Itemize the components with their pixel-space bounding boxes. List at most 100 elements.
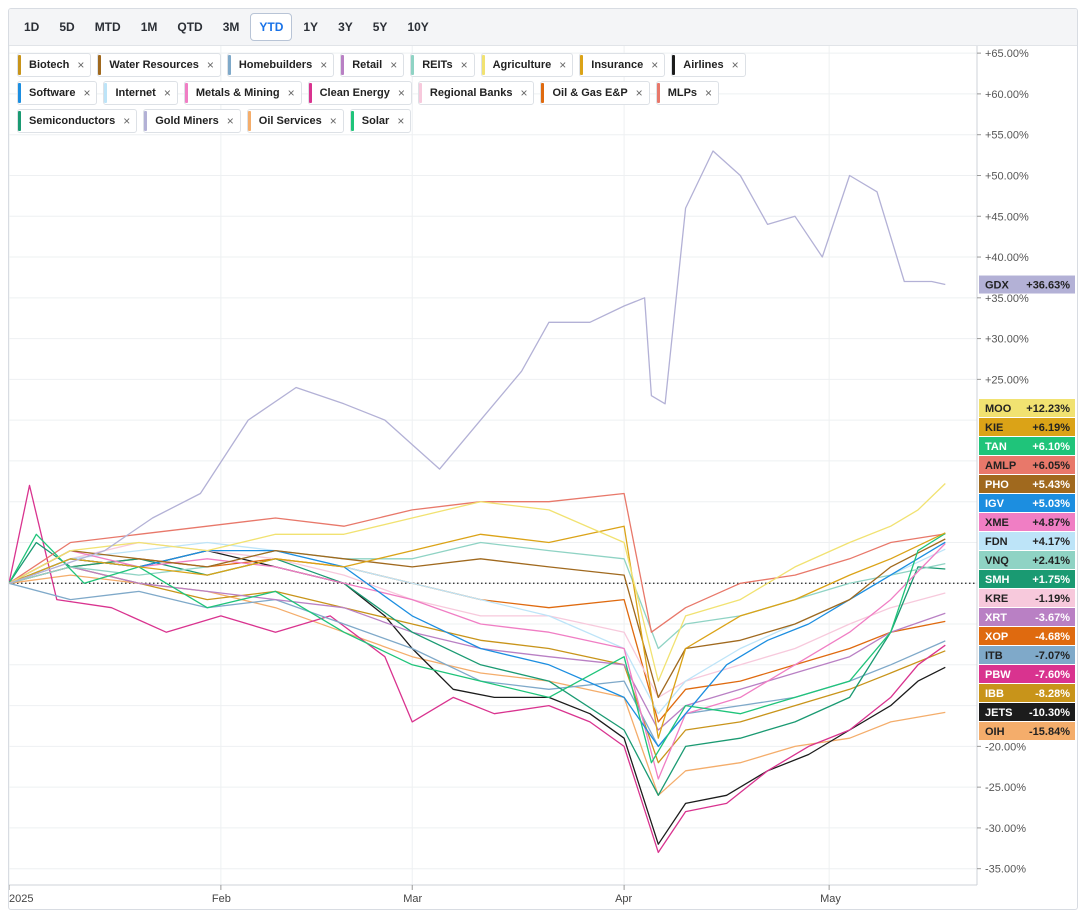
period-button-1m[interactable]: 1M xyxy=(140,20,158,34)
legend-chip-solar[interactable]: Solar × xyxy=(349,109,412,133)
close-icon[interactable]: × xyxy=(77,58,85,72)
legend: Biotech × Water Resources × Homebuilders × Ret… xyxy=(17,53,797,137)
legend-chip-insurance[interactable]: Insurance × xyxy=(579,53,666,77)
legend-chip-oil-services[interactable]: Oil Services × xyxy=(246,109,344,133)
period-button-10y[interactable]: 10Y xyxy=(407,20,429,34)
legend-label: Homebuilders xyxy=(238,59,313,71)
series-line-pbw xyxy=(9,484,946,854)
period-button-mtd[interactable]: MTD xyxy=(94,20,121,34)
period-button-1y[interactable]: 1Y xyxy=(303,20,319,34)
y-tick-label: +55.00% xyxy=(985,130,1029,142)
close-icon[interactable]: × xyxy=(731,58,739,72)
period-button-ytd[interactable]: YTD xyxy=(250,13,293,41)
series-line-pho xyxy=(9,538,946,699)
close-icon[interactable]: × xyxy=(705,86,713,100)
close-icon[interactable]: × xyxy=(287,86,295,100)
close-icon[interactable]: × xyxy=(520,86,528,100)
value-badge-oih: OIH -15.84% xyxy=(979,722,1075,740)
badge-value: +5.43% xyxy=(1032,479,1070,491)
legend-chip-gold-miners[interactable]: Gold Miners × xyxy=(143,109,241,133)
period-button-5d[interactable]: 5D xyxy=(59,20,75,34)
badge-value: -4.68% xyxy=(1035,631,1070,643)
legend-chip-biotech[interactable]: Biotech × xyxy=(17,53,92,77)
close-icon[interactable]: × xyxy=(390,58,398,72)
badge-value: +6.10% xyxy=(1032,441,1070,453)
legend-chip-retail[interactable]: Retail × xyxy=(340,53,405,77)
close-icon[interactable]: × xyxy=(226,114,234,128)
legend-row: Software × Internet × Metals & Mining × Clean … xyxy=(17,81,797,105)
y-tick-label: +25.00% xyxy=(985,374,1029,386)
period-button-1d[interactable]: 1D xyxy=(24,20,40,34)
y-tick-label: -35.00% xyxy=(985,864,1026,876)
legend-swatch xyxy=(656,83,660,103)
legend-label: Oil & Gas E&P xyxy=(552,87,628,99)
close-icon[interactable]: × xyxy=(123,114,131,128)
x-tick-label: Mar xyxy=(403,893,422,905)
legend-chip-software[interactable]: Software × xyxy=(17,81,98,105)
close-icon[interactable]: × xyxy=(329,114,337,128)
badge-value: -15.84% xyxy=(1029,726,1070,738)
badge-ticker: OIH xyxy=(985,726,1005,738)
legend-chip-oil-gas-e-p[interactable]: Oil & Gas E&P × xyxy=(540,81,650,105)
legend-chip-homebuilders[interactable]: Homebuilders × xyxy=(226,53,335,77)
close-icon[interactable]: × xyxy=(397,114,405,128)
chart-panel: +65.00% +60.00% +55.00% +50.00% +45.00% +40.0… xyxy=(8,8,1078,910)
legend-swatch xyxy=(184,83,188,103)
badge-ticker: XME xyxy=(985,517,1009,529)
legend-swatch xyxy=(98,55,102,75)
x-tick-label: Feb xyxy=(212,893,231,905)
badge-ticker: XOP xyxy=(985,631,1008,643)
badge-ticker: XRT xyxy=(985,612,1007,624)
period-button-3m[interactable]: 3M xyxy=(222,20,240,34)
badge-value: +36.63% xyxy=(1026,280,1070,292)
legend-label: Agriculture xyxy=(492,59,552,71)
value-badge-bg xyxy=(979,513,1075,531)
legend-chip-reits[interactable]: REITs × xyxy=(410,53,475,77)
legend-chip-mlps[interactable]: MLPs × xyxy=(655,81,720,105)
legend-swatch xyxy=(580,55,584,75)
legend-chip-regional-banks[interactable]: Regional Banks × xyxy=(417,81,535,105)
close-icon[interactable]: × xyxy=(320,58,328,72)
close-icon[interactable]: × xyxy=(460,58,468,72)
value-badge-kie: KIE +6.19% xyxy=(979,418,1075,436)
badge-ticker: AMLP xyxy=(985,460,1016,472)
legend-chip-internet[interactable]: Internet × xyxy=(103,81,178,105)
period-toolbar: 1D 5D MTD 1M QTD 3M YTD 1Y 3Y 5Y 10Y xyxy=(9,9,1077,46)
close-icon[interactable]: × xyxy=(163,86,171,100)
x-tick-label: May xyxy=(820,893,841,905)
legend-chip-airlines[interactable]: Airlines × xyxy=(671,53,746,77)
close-icon[interactable]: × xyxy=(635,86,643,100)
legend-chip-metals-mining[interactable]: Metals & Mining × xyxy=(183,81,302,105)
close-icon[interactable]: × xyxy=(206,58,214,72)
value-badge-igv: IGV +5.03% xyxy=(979,494,1075,512)
close-icon[interactable]: × xyxy=(83,86,91,100)
value-badge-bg xyxy=(979,608,1075,626)
close-icon[interactable]: × xyxy=(559,58,567,72)
value-badge-bg xyxy=(979,684,1075,702)
value-badge-itb: ITB -7.07% xyxy=(979,646,1075,664)
badge-ticker: FDN xyxy=(985,536,1008,548)
legend-chip-agriculture[interactable]: Agriculture × xyxy=(480,53,574,77)
period-button-3y[interactable]: 3Y xyxy=(338,20,353,34)
period-button-qtd[interactable]: QTD xyxy=(177,20,203,34)
period-button-5y[interactable]: 5Y xyxy=(372,20,388,34)
value-badge-bg xyxy=(979,494,1075,512)
badge-ticker: KIE xyxy=(985,422,1003,434)
value-badge-bg xyxy=(979,456,1075,474)
y-tick-label: -25.00% xyxy=(985,782,1026,794)
legend-swatch xyxy=(308,83,312,103)
legend-chip-water-resources[interactable]: Water Resources × xyxy=(97,53,221,77)
badge-ticker: VNQ xyxy=(985,555,1009,567)
legend-chip-semiconductors[interactable]: Semiconductors × xyxy=(17,109,138,133)
close-icon[interactable]: × xyxy=(651,58,659,72)
y-tick-label: +50.00% xyxy=(985,170,1029,182)
legend-swatch xyxy=(672,55,676,75)
y-tick-label: -30.00% xyxy=(985,823,1026,835)
series-line-amlp xyxy=(9,492,946,633)
close-icon[interactable]: × xyxy=(397,86,405,100)
legend-swatch xyxy=(18,83,21,103)
legend-chip-clean-energy[interactable]: Clean Energy × xyxy=(307,81,412,105)
value-badge-bg xyxy=(979,475,1075,493)
value-badge-jets: JETS -10.30% xyxy=(979,703,1075,721)
badge-value: -1.19% xyxy=(1035,593,1070,605)
